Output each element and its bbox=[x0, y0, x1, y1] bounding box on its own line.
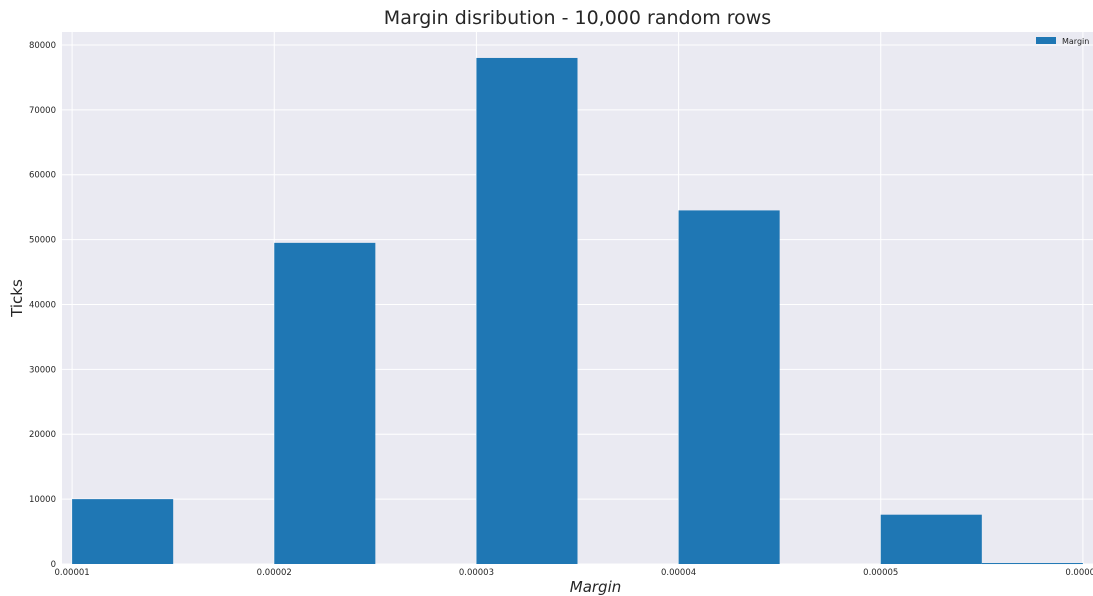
y-tick-label: 20000 bbox=[29, 430, 56, 440]
x-tick-label: 0.00004 bbox=[661, 568, 696, 578]
legend: Margin bbox=[1036, 37, 1089, 46]
y-tick-label: 50000 bbox=[29, 236, 56, 246]
y-tick-label: 40000 bbox=[29, 300, 56, 310]
x-tick-label: 0.00005 bbox=[863, 568, 898, 578]
y-tick-label: 80000 bbox=[29, 41, 56, 51]
bar-group bbox=[72, 57, 1083, 565]
legend-label-margin: Margin bbox=[1062, 37, 1089, 46]
x-tick-label: 0.00002 bbox=[257, 568, 292, 578]
y-tick-label: 70000 bbox=[29, 106, 56, 116]
bar bbox=[880, 514, 982, 564]
y-tick-label: 10000 bbox=[29, 495, 56, 505]
legend-swatch-margin bbox=[1036, 37, 1056, 44]
bar bbox=[981, 563, 1083, 565]
y-tick-label: 60000 bbox=[29, 171, 56, 181]
x-axis-ticks: 0.00001 0.00002 0.00003 0.00004 0.00005 0.000… bbox=[55, 568, 1093, 578]
y-tick-label: 30000 bbox=[29, 365, 56, 375]
x-axis-label: Margin bbox=[570, 578, 622, 596]
bar bbox=[72, 499, 174, 564]
x-tick-label: 0.00003 bbox=[459, 568, 494, 578]
y-axis-ticks: 0 10000 20000 30000 40000 50000 60000 70000 8000… bbox=[29, 41, 56, 570]
bar bbox=[274, 242, 376, 565]
y-tick-label: 0 bbox=[51, 560, 56, 570]
y-axis-label: Ticks bbox=[8, 279, 26, 318]
bar bbox=[476, 57, 578, 564]
bar bbox=[678, 210, 780, 565]
x-tick-label: 0.00001 bbox=[55, 568, 90, 578]
chart-title: Margin disribution - 10,000 random rows bbox=[384, 7, 771, 29]
